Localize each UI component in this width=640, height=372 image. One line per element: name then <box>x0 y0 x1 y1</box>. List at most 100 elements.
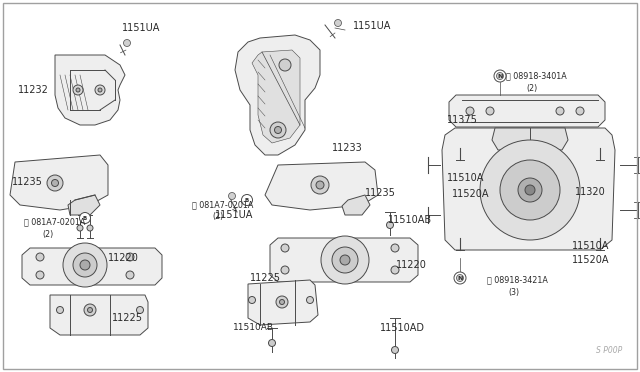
Polygon shape <box>492 128 568 150</box>
Circle shape <box>466 107 474 115</box>
Text: 11235: 11235 <box>365 188 396 198</box>
Polygon shape <box>270 238 418 282</box>
Text: Ⓝ 08918-3421A: Ⓝ 08918-3421A <box>487 276 548 285</box>
Circle shape <box>500 160 560 220</box>
Circle shape <box>80 260 90 270</box>
Circle shape <box>88 308 93 312</box>
Circle shape <box>486 107 494 115</box>
Circle shape <box>525 185 535 195</box>
Circle shape <box>307 296 314 304</box>
Circle shape <box>47 175 63 191</box>
Circle shape <box>95 85 105 95</box>
Text: 11510A: 11510A <box>572 241 609 251</box>
Circle shape <box>73 85 83 95</box>
Circle shape <box>279 59 291 71</box>
Circle shape <box>332 247 358 273</box>
Text: Ⓝ 08918-3401A: Ⓝ 08918-3401A <box>506 71 567 80</box>
Circle shape <box>335 19 342 26</box>
Circle shape <box>281 244 289 252</box>
Text: Ⓑ 081A7-0201A: Ⓑ 081A7-0201A <box>192 201 253 209</box>
Circle shape <box>98 88 102 92</box>
Circle shape <box>73 253 97 277</box>
Text: (2): (2) <box>212 212 223 221</box>
Circle shape <box>280 299 285 305</box>
Circle shape <box>576 107 584 115</box>
Text: 1151UA: 1151UA <box>122 23 161 33</box>
Circle shape <box>77 225 83 231</box>
Circle shape <box>494 70 506 82</box>
Text: B: B <box>245 198 249 202</box>
Circle shape <box>275 126 282 134</box>
Text: 11375: 11375 <box>447 115 478 125</box>
Polygon shape <box>50 295 148 335</box>
Text: 1151UA: 1151UA <box>353 21 392 31</box>
Circle shape <box>87 225 93 231</box>
Polygon shape <box>265 162 378 210</box>
Polygon shape <box>235 35 320 155</box>
Circle shape <box>276 296 288 308</box>
Circle shape <box>391 244 399 252</box>
Polygon shape <box>442 128 615 250</box>
Text: 11225: 11225 <box>250 273 281 283</box>
Polygon shape <box>252 50 300 143</box>
Text: 11220: 11220 <box>108 253 139 263</box>
Circle shape <box>136 307 143 314</box>
Text: 11520A: 11520A <box>572 255 609 265</box>
Circle shape <box>63 243 107 287</box>
Circle shape <box>392 346 399 353</box>
Circle shape <box>518 178 542 202</box>
Polygon shape <box>449 95 605 127</box>
Circle shape <box>76 88 80 92</box>
Polygon shape <box>342 195 370 215</box>
Circle shape <box>248 296 255 304</box>
Text: Ⓑ 081A7-0201A: Ⓑ 081A7-0201A <box>24 218 85 227</box>
Circle shape <box>311 176 329 194</box>
Circle shape <box>340 255 350 265</box>
Text: (3): (3) <box>508 288 519 296</box>
Text: B: B <box>83 215 87 221</box>
Text: 11520A: 11520A <box>452 189 490 199</box>
Circle shape <box>124 39 131 46</box>
Circle shape <box>281 266 289 274</box>
Circle shape <box>56 307 63 314</box>
Circle shape <box>387 221 394 228</box>
Circle shape <box>456 275 463 282</box>
Circle shape <box>316 181 324 189</box>
Circle shape <box>241 195 253 205</box>
Circle shape <box>321 236 369 284</box>
Circle shape <box>480 140 580 240</box>
Text: N: N <box>458 276 463 280</box>
Text: 11510AB: 11510AB <box>388 215 432 225</box>
Polygon shape <box>10 155 108 210</box>
Text: 11510AB: 11510AB <box>233 324 274 333</box>
Text: 11220: 11220 <box>396 260 427 270</box>
Polygon shape <box>22 248 162 285</box>
Text: 11235: 11235 <box>12 177 43 187</box>
Polygon shape <box>68 195 100 215</box>
Polygon shape <box>55 55 125 125</box>
Circle shape <box>556 107 564 115</box>
Circle shape <box>51 180 58 186</box>
Text: 11232: 11232 <box>18 85 49 95</box>
Text: (2): (2) <box>526 83 537 93</box>
Text: 11225: 11225 <box>112 313 143 323</box>
Circle shape <box>126 253 134 261</box>
Circle shape <box>79 212 90 224</box>
Circle shape <box>270 122 286 138</box>
Circle shape <box>269 340 275 346</box>
Circle shape <box>126 271 134 279</box>
Text: 11510AD: 11510AD <box>380 323 425 333</box>
Text: 1151UA: 1151UA <box>215 210 253 220</box>
Circle shape <box>228 192 236 199</box>
Text: N: N <box>497 74 502 78</box>
Circle shape <box>391 266 399 274</box>
Polygon shape <box>248 280 318 325</box>
Circle shape <box>497 73 504 80</box>
Text: S P00P: S P00P <box>596 346 622 355</box>
Text: 11320: 11320 <box>575 187 605 197</box>
Circle shape <box>84 304 96 316</box>
Circle shape <box>36 253 44 261</box>
Text: (2): (2) <box>42 230 53 238</box>
Circle shape <box>36 271 44 279</box>
Circle shape <box>454 272 466 284</box>
